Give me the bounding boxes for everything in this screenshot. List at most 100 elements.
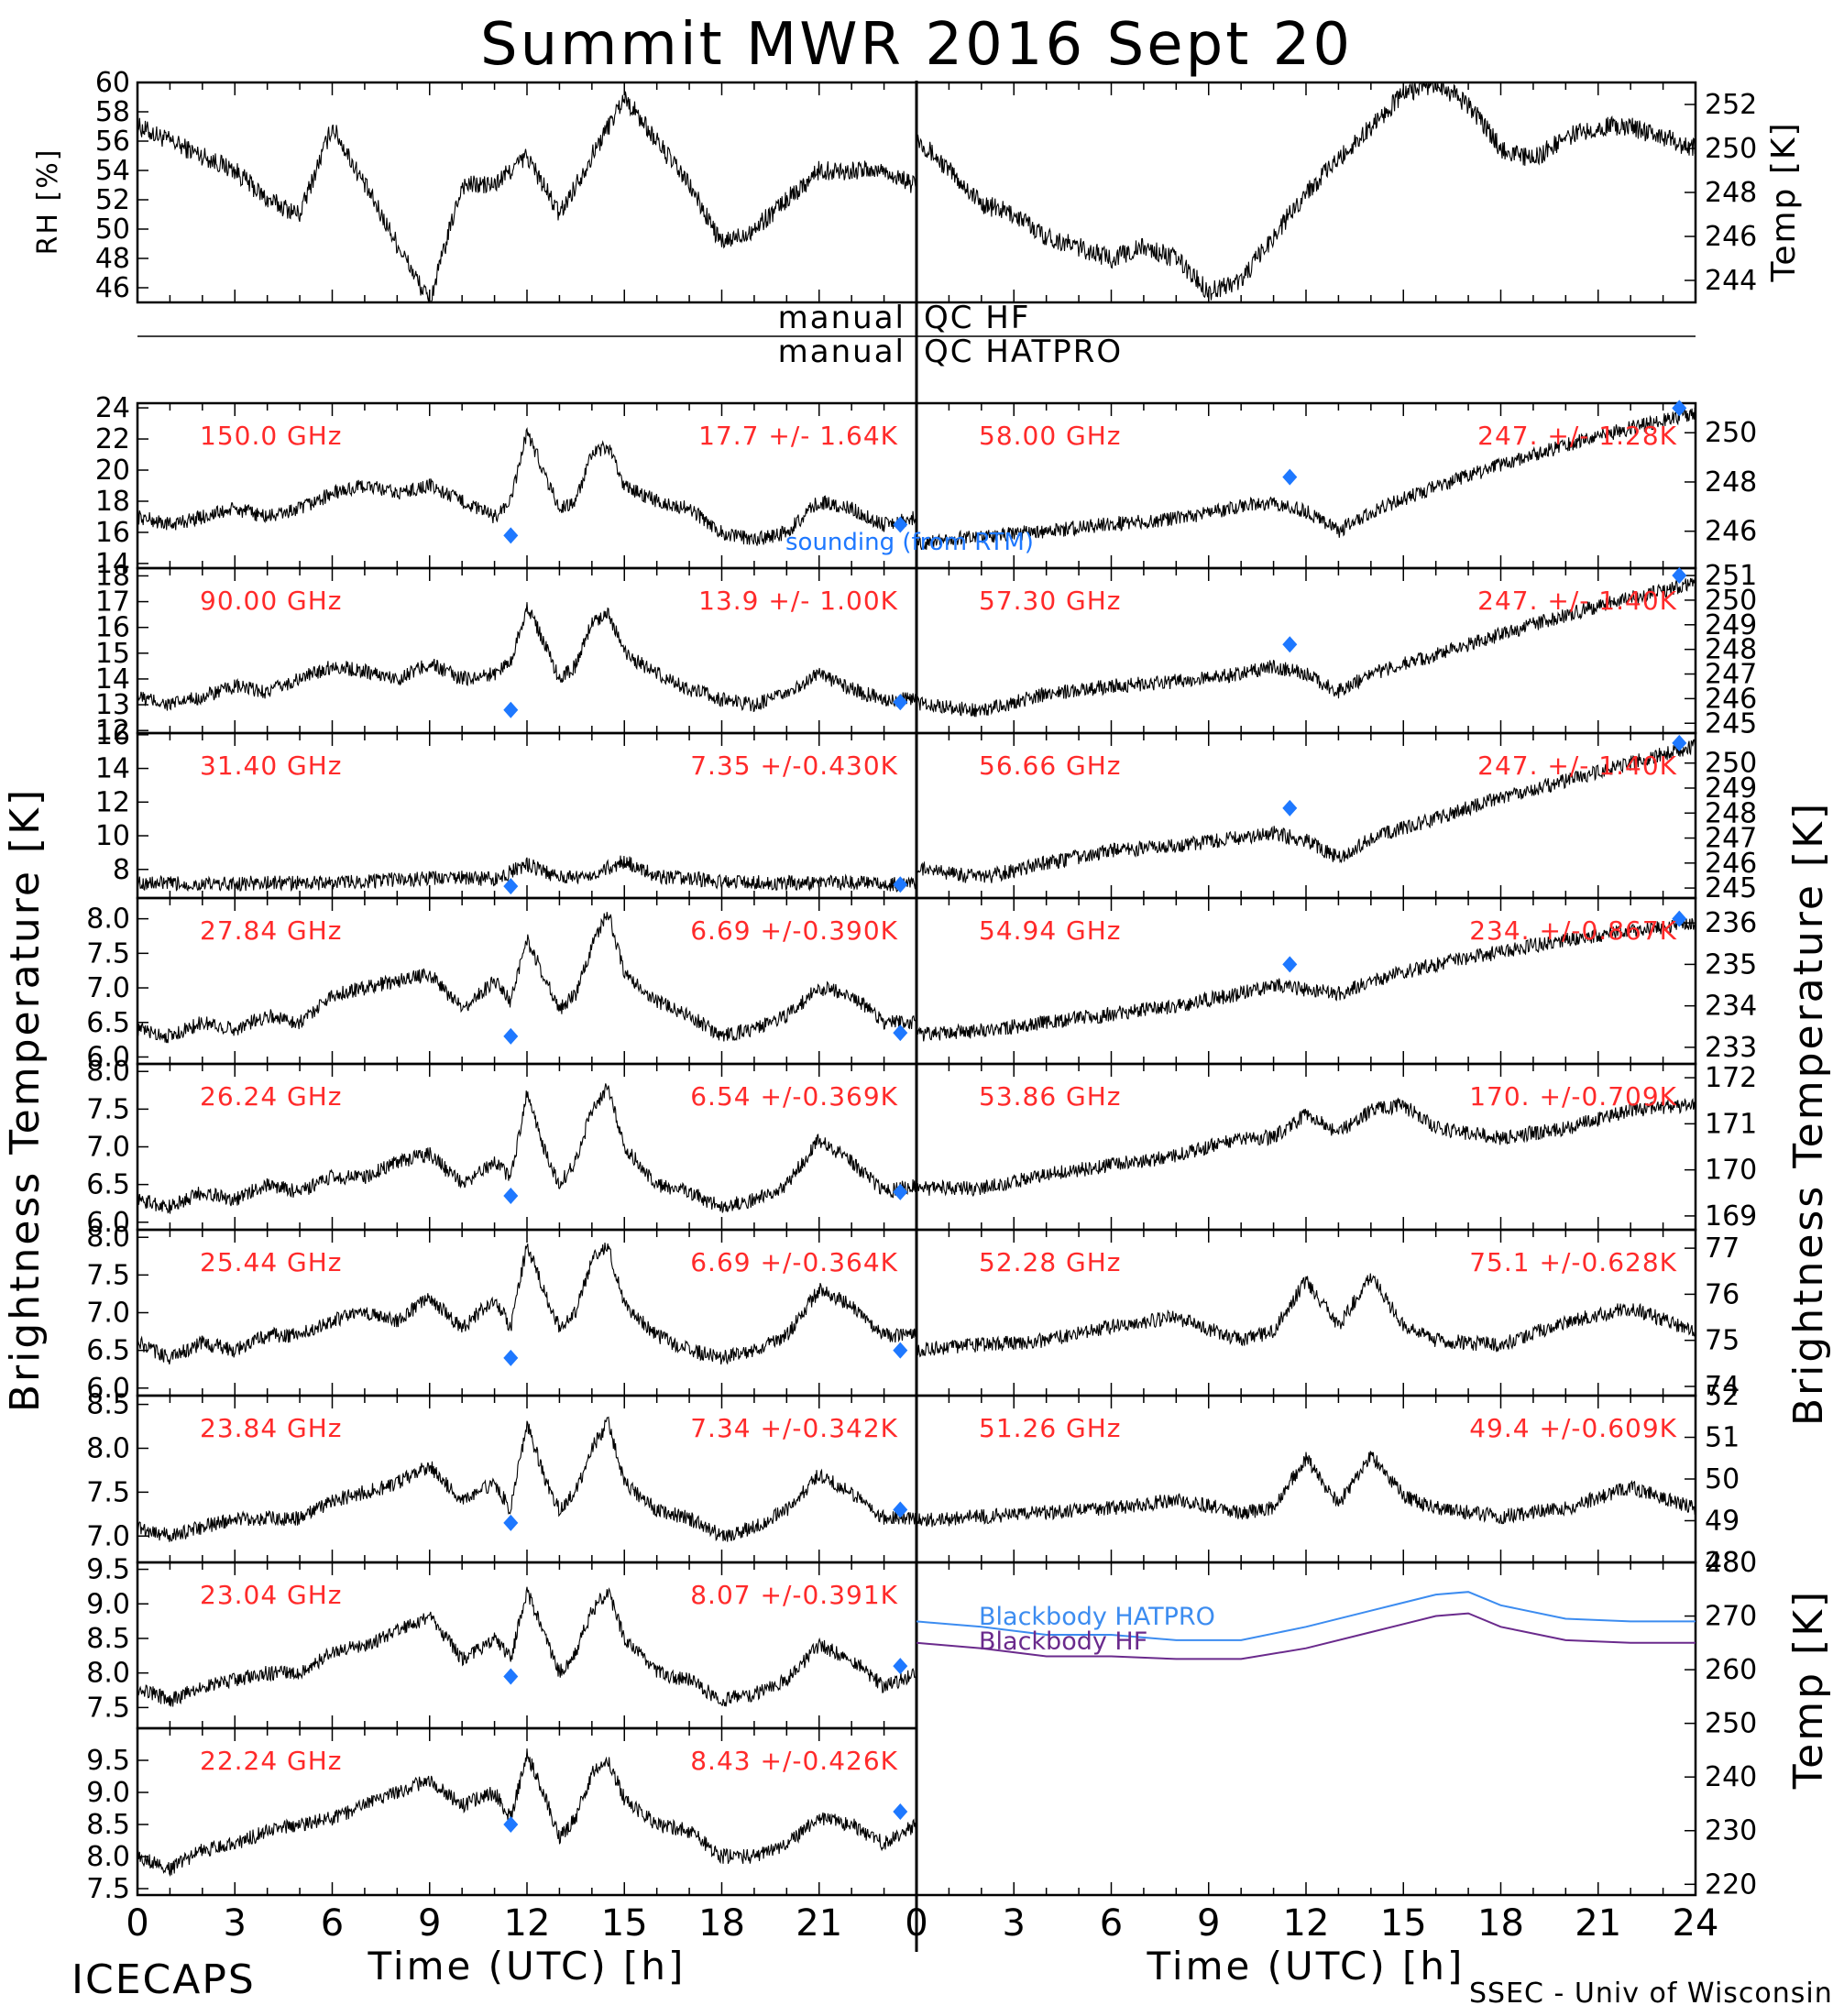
y-tick-label: 236 xyxy=(1705,907,1757,939)
panel-tb-51-26: 48 49 50 51 52 51.26 GHz 49.4 +/-0.609K xyxy=(915,1380,1740,1579)
y-tick-label: 248 xyxy=(1705,466,1757,499)
panel-tb-52-28: 74 75 76 77 52.28 GHz 75.1 +/-0.628K xyxy=(915,1228,1740,1403)
y-tick-label: 248 xyxy=(1705,797,1757,829)
y-tick-label: 9.5 xyxy=(86,1554,130,1586)
y-tick-label: 60 xyxy=(95,67,130,99)
y-tick-label: 17 xyxy=(95,586,130,619)
y-tick-label: 9.0 xyxy=(86,1588,130,1620)
panel-tb-23-04: 7.58.08.59.09.5 23.04 GHz 8.07 +/-0.391K xyxy=(86,1554,918,1730)
stats-label: 8.43 +/-0.426K xyxy=(690,1746,898,1776)
y-tick-label: 280 xyxy=(1705,1547,1757,1579)
frequency-label: 31.40 GHz xyxy=(200,751,343,781)
data-trace xyxy=(137,912,917,1044)
sounding-label: sounding (from RTM) xyxy=(785,529,1034,556)
frequency-label: 25.44 GHz xyxy=(200,1247,343,1277)
sounding-marker xyxy=(893,1024,908,1042)
sounding-marker xyxy=(893,1803,908,1820)
qc-hf-right-label: QC HF xyxy=(924,300,1030,336)
frequency-label: 23.04 GHz xyxy=(200,1580,343,1610)
y-tick-label: 20 xyxy=(95,455,130,487)
y-tick-label: 76 xyxy=(1705,1278,1740,1310)
y-tick-label: 7.5 xyxy=(86,1093,130,1125)
y-tick-label: 22 xyxy=(95,423,130,455)
y-tick-label: 58 xyxy=(95,96,130,128)
data-trace xyxy=(916,1273,1696,1358)
data-trace xyxy=(137,427,917,546)
y-tick-label: 6.5 xyxy=(86,1007,130,1039)
stats-label: 7.35 +/-0.430K xyxy=(690,751,898,781)
series-line-hf xyxy=(916,1612,1696,1660)
qc-hatpro-right-label: QC HATPRO xyxy=(924,334,1123,370)
sounding-marker xyxy=(503,701,519,718)
frequency-label: 52.28 GHz xyxy=(979,1247,1122,1277)
frequency-label: 27.84 GHz xyxy=(200,915,343,946)
y-tick-label: 6.5 xyxy=(86,1335,130,1367)
y-tick-label: 246 xyxy=(1705,683,1757,715)
sounding-marker xyxy=(1282,799,1298,816)
data-trace xyxy=(916,406,1696,551)
panel-blackbody: 220 230 240 250 260 270 280 Blackbody HATPROBla… xyxy=(915,1547,1757,1901)
frequency-label: 90.00 GHz xyxy=(200,586,343,616)
panels: 4648505254565860244246248250252141618202… xyxy=(86,67,1757,1945)
y-tick-label: 6.0 xyxy=(86,1373,130,1405)
data-trace xyxy=(916,739,1696,883)
frequency-label: 150.0 GHz xyxy=(200,421,343,451)
frequency-label: 51.26 GHz xyxy=(979,1413,1122,1443)
sounding-marker xyxy=(893,1501,908,1518)
panel-tb-23-84: 7.0 7.5 8.0 8.5 23.84 GHz 7.34 +/-0.342K xyxy=(86,1389,918,1564)
y-tick-label: 16 xyxy=(95,719,130,751)
sounding-marker xyxy=(503,1816,519,1833)
qc-hatpro-left-label: manual xyxy=(778,334,906,370)
stats-label: 17.7 +/- 1.64K xyxy=(698,421,898,451)
time-tick-label-left: 18 xyxy=(698,1902,745,1945)
sounding-marker xyxy=(1282,636,1298,653)
y-tick-label: 250 xyxy=(1705,417,1757,449)
y-tick-label: 249 xyxy=(1705,772,1757,805)
y-tick-label: 12 xyxy=(95,786,130,818)
temp-top-axis-label: Temp [K] xyxy=(1765,121,1803,282)
sounding-marker xyxy=(503,1187,519,1204)
time-tick-label-left: 21 xyxy=(796,1902,842,1945)
y-tick-label: 18 xyxy=(95,560,130,592)
y-tick-label: 8.0 xyxy=(86,904,130,936)
qc-hf-left-label: manual xyxy=(778,300,906,336)
frequency-label: 26.24 GHz xyxy=(200,1081,343,1112)
data-trace xyxy=(137,1586,917,1707)
data-trace xyxy=(916,577,1696,718)
time-tick-label-left: 3 xyxy=(224,1902,247,1945)
y-tick-label: 245 xyxy=(1705,707,1757,740)
y-tick-label: 6.5 xyxy=(86,1169,130,1201)
data-trace xyxy=(137,1083,917,1214)
y-tick-label: 50 xyxy=(95,214,130,246)
sounding-marker xyxy=(1282,956,1298,973)
bt-right-axis-label: Brightness Temperature [K] xyxy=(1785,801,1832,1426)
time-right-axis-label: Time (UTC) [h] xyxy=(1147,1944,1465,1989)
time-tick-label-left: 9 xyxy=(418,1902,441,1945)
data-trace xyxy=(137,602,917,713)
y-tick-label: 252 xyxy=(1705,89,1757,121)
sounding-marker xyxy=(503,1349,519,1366)
y-tick-label: 7.0 xyxy=(86,1132,130,1164)
sounding-marker xyxy=(893,1342,908,1359)
footer-right-label: SSEC - Univ of Wisconsin xyxy=(1469,1978,1833,2010)
series-line-hatpro xyxy=(916,1591,1696,1641)
stats-label: 7.34 +/-0.342K xyxy=(690,1413,898,1443)
time-tick-label-right: 0 xyxy=(905,1902,927,1945)
time-tick-label-right: 12 xyxy=(1283,1902,1330,1945)
y-tick-label: 260 xyxy=(1705,1654,1757,1686)
y-tick-label: 10 xyxy=(95,820,130,852)
sounding-marker xyxy=(503,1668,519,1685)
y-tick-label: 8.5 xyxy=(86,1809,130,1841)
y-tick-label: 7.0 xyxy=(86,1520,130,1552)
y-tick-label: 8 xyxy=(113,854,130,886)
y-tick-label: 7.0 xyxy=(86,1298,130,1330)
y-tick-label: 14 xyxy=(95,753,130,785)
panel-air-temp: 244 246 248 250 252 xyxy=(915,81,1757,304)
y-tick-label: 8.5 xyxy=(86,1623,130,1655)
y-tick-label: 75 xyxy=(1705,1325,1740,1357)
sounding-marker xyxy=(503,1027,519,1045)
y-tick-label: 230 xyxy=(1705,1815,1757,1847)
time-tick-label-right: 3 xyxy=(1003,1902,1026,1945)
stats-label: 75.1 +/-0.628K xyxy=(1469,1247,1677,1277)
